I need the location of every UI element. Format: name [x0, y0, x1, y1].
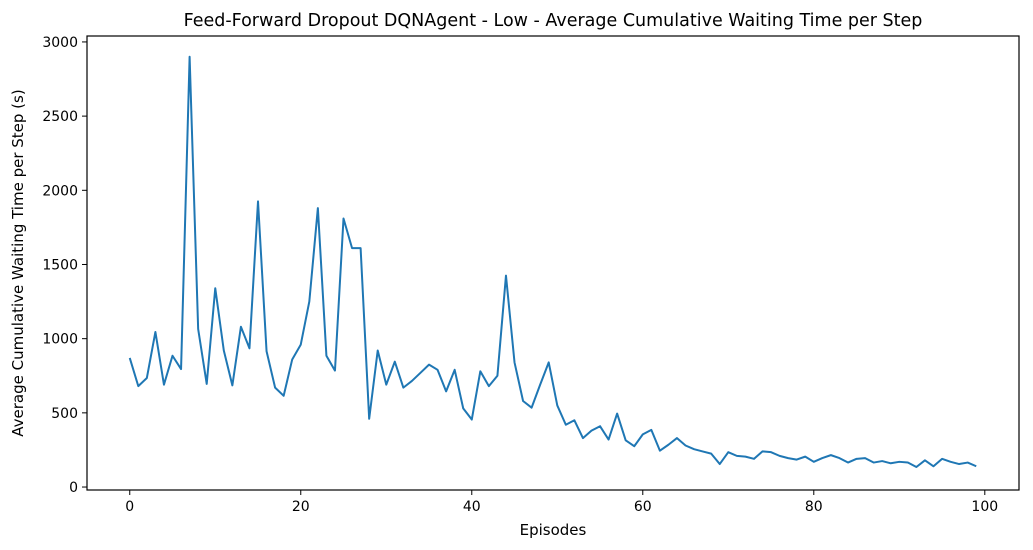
y-tick-label: 2500 [42, 109, 78, 125]
y-tick-label: 1500 [42, 257, 78, 273]
x-tick-label: 0 [125, 499, 134, 515]
x-tick-label: 20 [292, 499, 310, 515]
y-axis-title: Average Cumulative Waiting Time per Step… [9, 89, 27, 436]
series-layer [128, 55, 977, 468]
x-tick-label: 60 [634, 499, 652, 515]
y-tick-label: 500 [51, 406, 78, 422]
x-axis-title: Episodes [520, 521, 587, 539]
y-tick-label: 1000 [42, 332, 78, 348]
x-tick-label: 40 [463, 499, 481, 515]
y-tick-label: 2000 [42, 183, 78, 199]
x-tick-label: 100 [971, 499, 998, 515]
plot-frame [86, 35, 1020, 491]
y-tick-label: 0 [69, 480, 78, 496]
chart-title: Feed-Forward Dropout DQNAgent - Low - Av… [184, 11, 923, 31]
y-tick-label: 3000 [42, 35, 78, 51]
series-line [128, 55, 977, 468]
x-tick-label: 80 [805, 499, 823, 515]
